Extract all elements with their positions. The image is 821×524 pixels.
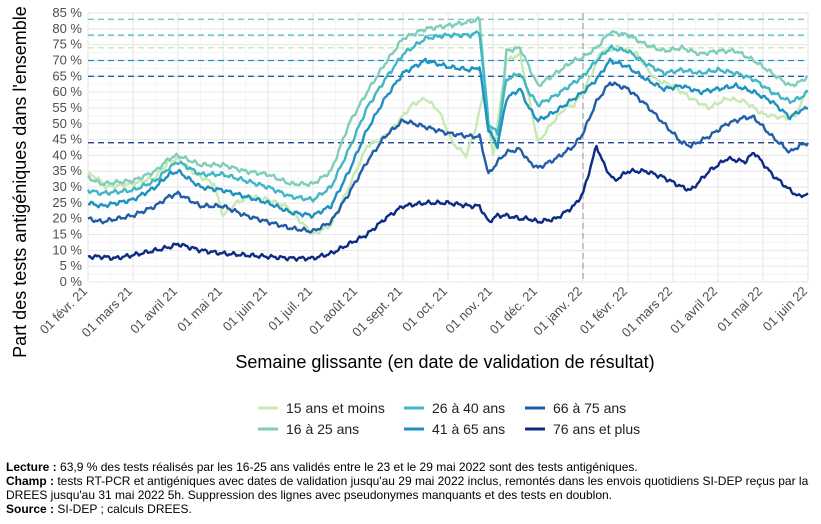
x-tick-label: 01 mai 22: [714, 284, 765, 335]
legend-label: 16 à 25 ans: [286, 421, 359, 437]
y-tick-label: 85 %: [52, 5, 82, 20]
y-tick-label: 45 %: [52, 132, 82, 147]
y-axis-title: Part des tests antigéniques dans l'ensem…: [10, 6, 30, 358]
y-tick-label: 35 %: [52, 163, 82, 178]
x-tick-label: 01 avril 22: [667, 284, 720, 337]
y-tick-label: 10 %: [52, 242, 82, 257]
y-tick-label: 0 %: [60, 274, 83, 289]
y-tick-label: 70 %: [52, 52, 82, 67]
note-lecture: Lecture : 63,9 % des tests réalisés par …: [6, 460, 816, 474]
note-source: Source : SI-DEP ; calculs DREES.: [6, 502, 816, 516]
line-chart: 0 %5 %10 %15 %20 %25 %30 %35 %40 %45 %50…: [10, 5, 811, 437]
legend-label: 76 ans et plus: [553, 421, 640, 437]
y-tick-label: 25 %: [52, 195, 82, 210]
x-tick-label: 01 mai 21: [174, 284, 225, 335]
y-tick-label: 65 %: [52, 68, 82, 83]
x-axis-title: Semaine glissante (en date de validation…: [235, 352, 654, 372]
y-tick-label: 20 %: [52, 211, 82, 226]
note-champ: Champ : tests RT-PCR et antigéniques ave…: [6, 474, 816, 502]
legend-label: 41 à 65 ans: [432, 421, 505, 437]
note-source-text: SI-DEP ; calculs DREES.: [54, 502, 192, 516]
x-tick-label: 01 janv. 22: [530, 284, 585, 339]
reference-lines: [88, 18, 808, 144]
series-line: [86, 30, 809, 203]
x-tick-label: 01 juin 22: [760, 284, 810, 334]
y-tick-label: 50 %: [52, 116, 82, 131]
y-tick-label: 80 %: [52, 21, 82, 36]
note-source-label: Source :: [6, 502, 55, 516]
note-champ-text: tests RT-PCR et antigéniques avec dates …: [6, 474, 809, 502]
y-tick-label: 75 %: [52, 37, 82, 52]
y-tick-label: 30 %: [52, 179, 82, 194]
note-lecture-text: 63,9 % des tests réalisés par les 16-25 …: [56, 460, 638, 474]
y-tick-label: 40 %: [52, 147, 82, 162]
x-tick-label: 01 avril 21: [127, 284, 180, 337]
chart-notes: Lecture : 63,9 % des tests réalisés par …: [6, 460, 816, 516]
series-line: [87, 44, 805, 236]
note-lecture-label: Lecture :: [6, 460, 57, 474]
y-axis-ticks: 0 %5 %10 %15 %20 %25 %30 %35 %40 %45 %50…: [52, 5, 82, 289]
series-line: [87, 57, 809, 219]
legend-label: 66 à 75 ans: [553, 400, 626, 416]
legend-label: 26 à 40 ans: [432, 400, 505, 416]
legend: 15 ans et moins 16 à 25 ans 26 à 40 ans 41 …: [258, 400, 640, 437]
chart-series: [86, 16, 810, 262]
note-champ-label: Champ :: [6, 474, 54, 488]
series-line: [87, 16, 809, 188]
y-tick-label: 60 %: [52, 84, 82, 99]
x-tick-label: 01 juin 21: [220, 284, 270, 334]
series-line: [87, 144, 809, 262]
y-tick-label: 55 %: [52, 100, 82, 115]
y-tick-label: 5 %: [60, 258, 83, 273]
legend-label: 15 ans et moins: [286, 400, 385, 416]
series-line: [87, 81, 810, 234]
y-tick-label: 15 %: [52, 227, 82, 242]
